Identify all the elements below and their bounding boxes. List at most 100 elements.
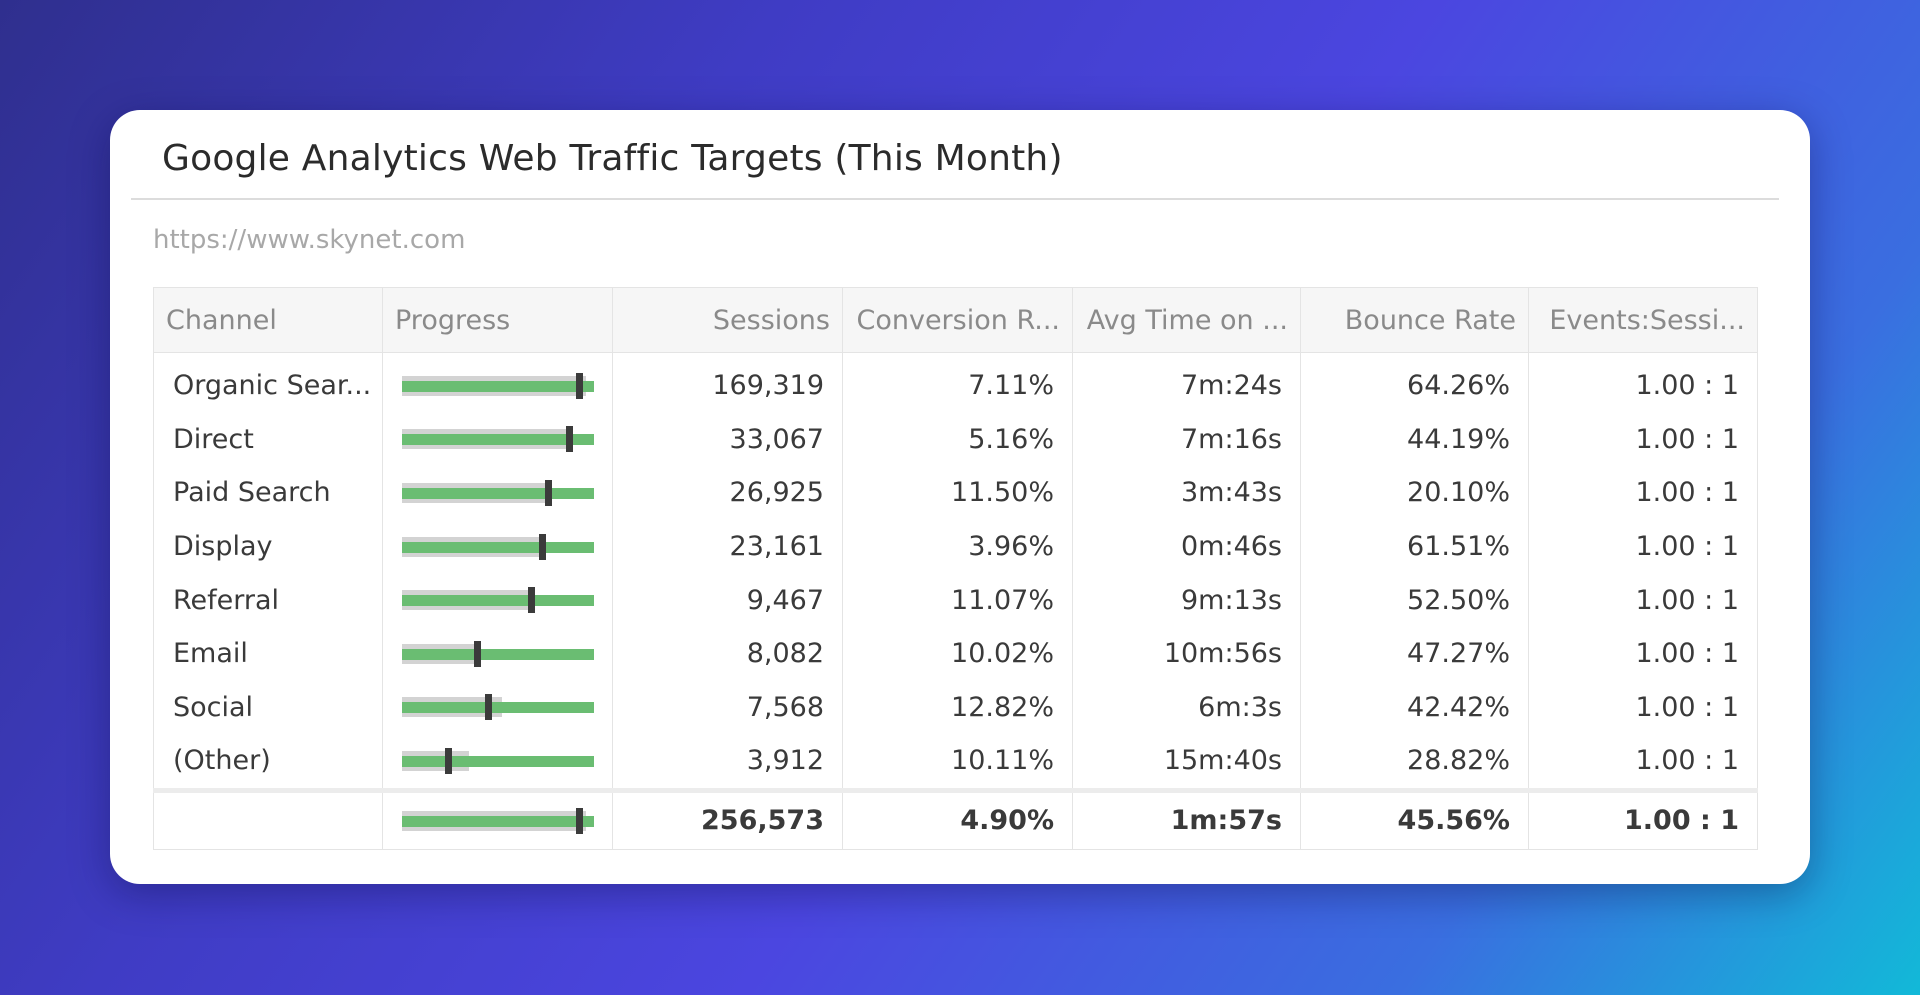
column-header-channel[interactable]: Channel [153, 287, 383, 353]
total-progress-bar [402, 807, 594, 834]
column-header-progress[interactable]: Progress [382, 287, 613, 353]
progress-fill [402, 702, 594, 714]
table-row[interactable]: Organic Sear... 169,319 7.11% 7m:24s 64.… [153, 352, 1758, 413]
events-sessions-cell: 1.00 : 1 [1528, 519, 1758, 574]
column-header-conversion-rate[interactable]: Conversion R... [842, 287, 1073, 353]
bounce-rate-cell: 42.42% [1300, 680, 1529, 735]
widget-subtitle-url: https://www.skynet.com [153, 225, 466, 255]
total-avg-time: 1m:57s [1072, 787, 1301, 850]
table-total-row: 256,573 4.90% 1m:57s 45.56% 1.00 : 1 [153, 787, 1758, 850]
avg-time-cell: 7m:24s [1072, 352, 1301, 413]
table-row[interactable]: (Other) 3,912 10.11% 15m:40s 28.82% 1.00… [153, 734, 1758, 791]
avg-time-cell: 3m:43s [1072, 466, 1301, 520]
progress-cell [382, 412, 613, 467]
progress-fill [402, 380, 594, 392]
column-header-avg-time[interactable]: Avg Time on ... [1072, 287, 1301, 353]
progress-cell [382, 573, 613, 627]
channel-cell: Paid Search [153, 466, 383, 520]
progress-cell [382, 519, 613, 574]
events-sessions-cell: 1.00 : 1 [1528, 466, 1758, 520]
progress-bar [402, 426, 594, 453]
progress-fill [402, 487, 594, 499]
bounce-rate-cell: 28.82% [1300, 734, 1529, 791]
progress-cell [382, 352, 613, 413]
events-sessions-cell: 1.00 : 1 [1528, 352, 1758, 413]
conversion-rate-cell: 10.02% [842, 626, 1073, 681]
sessions-cell: 3,912 [612, 734, 843, 791]
sessions-cell: 169,319 [612, 352, 843, 413]
progress-bar [402, 372, 594, 399]
progress-marker [474, 640, 481, 667]
progress-bar [402, 479, 594, 506]
sessions-cell: 26,925 [612, 466, 843, 520]
total-bounce-rate: 45.56% [1300, 787, 1529, 850]
title-divider [131, 198, 1779, 200]
conversion-rate-cell: 10.11% [842, 734, 1073, 791]
table-row[interactable]: Direct 33,067 5.16% 7m:16s 44.19% 1.00 :… [153, 412, 1758, 467]
sessions-cell: 9,467 [612, 573, 843, 627]
sessions-cell: 23,161 [612, 519, 843, 574]
column-header-sessions[interactable]: Sessions [612, 287, 843, 353]
avg-time-cell: 6m:3s [1072, 680, 1301, 735]
column-header-events-sessions[interactable]: Events:Sessi... [1528, 287, 1758, 353]
progress-fill [402, 815, 594, 827]
avg-time-cell: 10m:56s [1072, 626, 1301, 681]
conversion-rate-cell: 5.16% [842, 412, 1073, 467]
progress-marker [539, 533, 546, 560]
total-progress-cell [382, 787, 613, 850]
channel-cell: (Other) [153, 734, 383, 791]
avg-time-cell: 9m:13s [1072, 573, 1301, 627]
progress-marker [545, 479, 552, 506]
table-row[interactable]: Referral 9,467 11.07% 9m:13s 52.50% 1.00… [153, 573, 1758, 627]
conversion-rate-cell: 11.50% [842, 466, 1073, 520]
table-row[interactable]: Display 23,161 3.96% 0m:46s 61.51% 1.00 … [153, 519, 1758, 574]
progress-marker [445, 747, 452, 774]
progress-cell [382, 466, 613, 520]
progress-bar [402, 587, 594, 614]
progress-marker [576, 372, 583, 399]
progress-bar [402, 694, 594, 721]
events-sessions-cell: 1.00 : 1 [1528, 573, 1758, 627]
avg-time-cell: 7m:16s [1072, 412, 1301, 467]
events-sessions-cell: 1.00 : 1 [1528, 734, 1758, 791]
channel-cell: Email [153, 626, 383, 681]
progress-cell [382, 734, 613, 791]
progress-fill [402, 434, 594, 446]
progress-marker [576, 807, 583, 834]
progress-fill [402, 541, 594, 553]
bounce-rate-cell: 44.19% [1300, 412, 1529, 467]
progress-marker [528, 587, 535, 614]
events-sessions-cell: 1.00 : 1 [1528, 412, 1758, 467]
total-conversion-rate: 4.90% [842, 787, 1073, 850]
progress-bar [402, 747, 594, 774]
progress-cell [382, 680, 613, 735]
progress-fill [402, 755, 594, 767]
bounce-rate-cell: 52.50% [1300, 573, 1529, 627]
progress-bar [402, 640, 594, 667]
bounce-rate-cell: 47.27% [1300, 626, 1529, 681]
progress-marker [566, 426, 573, 453]
channel-cell: Direct [153, 412, 383, 467]
total-sessions: 256,573 [612, 787, 843, 850]
avg-time-cell: 15m:40s [1072, 734, 1301, 791]
bounce-rate-cell: 61.51% [1300, 519, 1529, 574]
channel-cell: Social [153, 680, 383, 735]
events-sessions-cell: 1.00 : 1 [1528, 626, 1758, 681]
sessions-cell: 8,082 [612, 626, 843, 681]
total-events-sessions: 1.00 : 1 [1528, 787, 1758, 850]
conversion-rate-cell: 3.96% [842, 519, 1073, 574]
table-row[interactable]: Social 7,568 12.82% 6m:3s 42.42% 1.00 : … [153, 680, 1758, 735]
conversion-rate-cell: 12.82% [842, 680, 1073, 735]
traffic-targets-widget: Google Analytics Web Traffic Targets (Th… [110, 110, 1810, 884]
events-sessions-cell: 1.00 : 1 [1528, 680, 1758, 735]
bounce-rate-cell: 64.26% [1300, 352, 1529, 413]
traffic-table: Channel Progress Sessions Conversion R..… [153, 287, 1758, 850]
column-header-bounce-rate[interactable]: Bounce Rate [1300, 287, 1529, 353]
table-row[interactable]: Paid Search 26,925 11.50% 3m:43s 20.10% … [153, 466, 1758, 520]
progress-fill [402, 595, 594, 607]
table-header-row: Channel Progress Sessions Conversion R..… [153, 287, 1758, 353]
avg-time-cell: 0m:46s [1072, 519, 1301, 574]
channel-cell: Organic Sear... [153, 352, 383, 413]
sessions-cell: 7,568 [612, 680, 843, 735]
table-row[interactable]: Email 8,082 10.02% 10m:56s 47.27% 1.00 :… [153, 626, 1758, 681]
